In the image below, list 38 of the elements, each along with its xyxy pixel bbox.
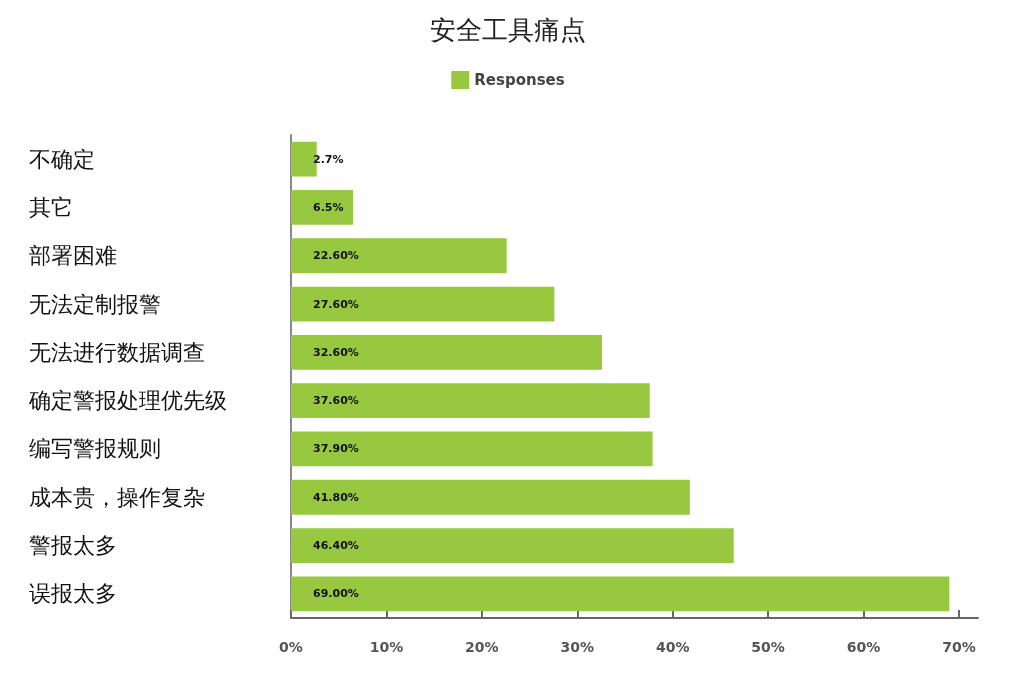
data-label: 27.60%	[313, 297, 359, 311]
data-label: 32.60%	[313, 345, 359, 359]
y-tick-label: 警报太多	[29, 533, 117, 559]
bar	[291, 190, 354, 225]
x-tick-label: 20%	[465, 639, 499, 655]
x-tick-label: 10%	[369, 639, 404, 655]
y-tick-label: 其它	[29, 194, 73, 220]
data-label: 46.40%	[313, 539, 359, 553]
y-tick-label: 无法定制报警	[29, 291, 161, 317]
y-tick-label: 部署困难	[29, 243, 117, 269]
bar	[291, 238, 507, 274]
data-label: 37.90%	[313, 442, 359, 456]
bar	[291, 431, 653, 467]
bar	[291, 334, 603, 370]
y-tick-label: 不确定	[29, 146, 95, 172]
data-label: 37.60%	[313, 394, 359, 408]
x-tick-label: 70%	[942, 639, 976, 655]
data-label: 6.5%	[313, 200, 344, 214]
data-label: 41.80%	[313, 490, 359, 504]
x-tick-label: 30%	[560, 639, 595, 655]
data-label: 22.60%	[313, 249, 359, 263]
bar	[291, 528, 734, 563]
y-tick-label: 确定警报处理优先级	[28, 388, 227, 414]
y-tick-label: 成本贵，操作复杂	[29, 484, 205, 510]
x-tick-label: 0%	[279, 639, 303, 655]
chart-title: 安全工具痛点	[430, 15, 586, 45]
y-tick-label: 无法进行数据调查	[29, 339, 205, 365]
y-tick-label: 误报太多	[29, 581, 117, 607]
legend-label: Responses	[474, 71, 565, 89]
bar	[291, 576, 950, 612]
bar	[291, 286, 555, 322]
x-tick-label: 40%	[655, 639, 690, 655]
bar	[291, 479, 690, 515]
data-label: 69.00%	[313, 587, 359, 601]
bar	[291, 383, 650, 419]
x-tick-label: 60%	[846, 639, 881, 655]
x-tick-label: 50%	[751, 639, 785, 655]
y-tick-label: 编写警报规则	[29, 436, 161, 462]
